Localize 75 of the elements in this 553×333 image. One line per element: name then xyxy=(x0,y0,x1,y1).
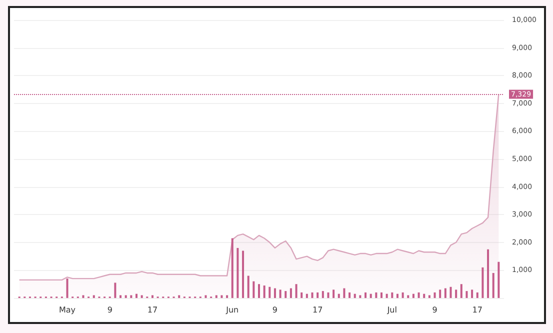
bar xyxy=(220,295,223,298)
bar xyxy=(306,294,308,298)
bar xyxy=(450,286,452,298)
bar xyxy=(396,294,398,298)
x-tick-label: Jun xyxy=(225,306,239,314)
bar xyxy=(460,284,462,298)
x-tick-label: 9 xyxy=(432,306,438,314)
bar xyxy=(444,288,446,298)
bar xyxy=(471,290,474,298)
bar xyxy=(252,281,255,298)
bar xyxy=(66,278,68,298)
bar xyxy=(279,290,282,298)
bar xyxy=(343,288,346,298)
x-tick-label: 9 xyxy=(272,306,278,314)
bar xyxy=(114,282,116,298)
bar xyxy=(439,290,442,298)
bar xyxy=(492,272,494,298)
bar xyxy=(316,292,319,298)
bar xyxy=(236,248,239,298)
x-tick-label: May xyxy=(58,306,76,314)
bar xyxy=(242,250,244,298)
x-tick-label: 17 xyxy=(312,306,323,314)
bar xyxy=(476,292,478,298)
bar xyxy=(359,295,362,298)
bar xyxy=(263,285,266,298)
bar xyxy=(178,295,180,298)
bar xyxy=(120,295,122,298)
bar xyxy=(498,262,500,298)
bar xyxy=(124,295,127,298)
bar xyxy=(322,291,324,298)
bar xyxy=(204,295,207,298)
x-tick-label: Jul xyxy=(386,306,397,314)
bar xyxy=(482,267,484,298)
bar xyxy=(391,292,394,298)
bar xyxy=(82,295,84,298)
bar xyxy=(428,295,430,298)
bar xyxy=(300,292,303,298)
bar xyxy=(226,295,228,298)
x-tick-label: 17 xyxy=(147,306,158,314)
bar xyxy=(412,294,414,298)
bar xyxy=(348,292,351,298)
x-tick-label: 17 xyxy=(472,306,482,314)
bar xyxy=(487,249,490,298)
bar xyxy=(455,290,458,298)
bar xyxy=(247,276,250,298)
bar xyxy=(434,292,436,298)
x-tick-label: 9 xyxy=(107,306,112,314)
bar xyxy=(268,286,271,298)
bar xyxy=(370,294,372,298)
bar xyxy=(284,291,287,298)
bar xyxy=(386,294,388,298)
bar xyxy=(295,284,298,298)
bar xyxy=(136,294,138,298)
bar xyxy=(423,294,426,298)
bar xyxy=(231,238,234,298)
bar xyxy=(407,295,410,298)
bar xyxy=(418,292,420,298)
bar xyxy=(375,292,378,298)
bar xyxy=(92,295,95,298)
bar xyxy=(130,295,132,298)
bar xyxy=(215,295,218,298)
bar xyxy=(402,292,404,298)
bar xyxy=(274,288,276,298)
bar xyxy=(338,294,340,298)
bar xyxy=(290,288,292,298)
bar xyxy=(151,295,154,298)
bar xyxy=(311,292,314,298)
bar xyxy=(364,292,367,298)
bar xyxy=(258,284,260,298)
bar xyxy=(466,291,468,298)
bar xyxy=(327,292,330,298)
bar xyxy=(332,290,335,298)
bar xyxy=(354,294,356,298)
bar xyxy=(140,295,143,298)
bar xyxy=(380,292,382,298)
